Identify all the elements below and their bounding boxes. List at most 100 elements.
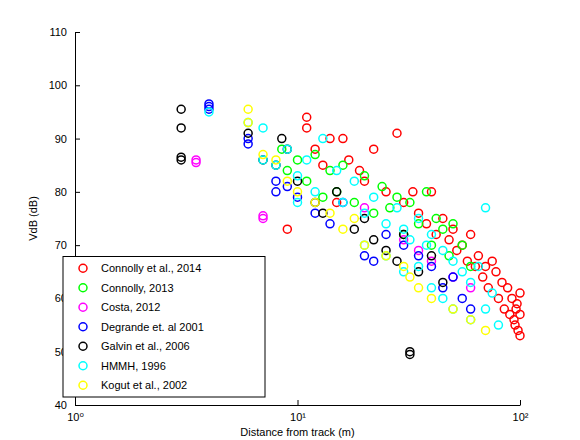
tick-label: 100 — [49, 79, 67, 91]
x-axis: 10⁰ 10¹ 10² — [67, 400, 529, 423]
tick-mark — [75, 245, 80, 246]
point — [514, 326, 522, 334]
point — [382, 252, 390, 260]
point — [311, 199, 319, 207]
point — [259, 151, 267, 159]
point — [458, 268, 466, 276]
point — [205, 108, 213, 116]
y-tick: 70 — [55, 239, 80, 251]
point — [303, 156, 311, 164]
point — [339, 135, 347, 143]
y-tick: 80 — [55, 186, 80, 198]
point — [482, 326, 490, 334]
tick-label: 10² — [513, 411, 529, 423]
point — [415, 262, 423, 270]
point — [360, 252, 368, 260]
point — [467, 316, 475, 324]
point — [445, 236, 453, 244]
point — [427, 252, 435, 260]
point — [326, 220, 334, 228]
legend-marker — [79, 323, 87, 331]
point — [516, 332, 524, 340]
point — [393, 193, 401, 201]
point — [415, 252, 423, 260]
point — [415, 215, 423, 223]
tick-mark — [298, 400, 299, 405]
legend-label: HMMH, 1996 — [101, 360, 166, 372]
point — [393, 204, 401, 212]
point — [449, 273, 457, 281]
point — [333, 188, 341, 196]
point — [378, 183, 386, 191]
point — [449, 257, 457, 265]
point — [382, 220, 390, 228]
point — [311, 209, 319, 217]
point — [510, 316, 518, 324]
point — [278, 135, 286, 143]
point — [423, 241, 431, 249]
legend-label: Kogut et al., 2002 — [101, 379, 187, 391]
point — [449, 305, 457, 313]
legend-marker — [79, 264, 87, 272]
point — [488, 257, 496, 265]
point — [350, 177, 358, 185]
point — [458, 241, 466, 249]
point — [370, 257, 378, 265]
legend-marker — [79, 342, 87, 350]
background — [0, 0, 580, 440]
point — [439, 294, 447, 302]
point — [283, 177, 291, 185]
point — [311, 188, 319, 196]
point — [177, 124, 185, 132]
point — [449, 273, 457, 281]
point — [427, 284, 435, 292]
legend-label: Degrande et. al 2001 — [101, 321, 204, 333]
point — [409, 188, 417, 196]
point — [400, 262, 408, 270]
point — [494, 321, 502, 329]
point — [303, 113, 311, 121]
point — [370, 145, 378, 153]
point — [350, 199, 358, 207]
point — [482, 204, 490, 212]
point — [427, 262, 435, 270]
point — [283, 225, 291, 233]
y-tick: 100 — [49, 79, 80, 91]
legend-label: Galvin et al., 2006 — [101, 340, 190, 352]
point — [492, 268, 500, 276]
legend-marker — [79, 303, 87, 311]
point — [294, 188, 302, 196]
x-tick: 10² — [513, 400, 529, 423]
point — [427, 230, 435, 238]
point — [259, 124, 267, 132]
series — [278, 145, 475, 270]
point — [439, 225, 447, 233]
point — [333, 188, 341, 196]
point — [177, 153, 185, 161]
tick-mark — [75, 85, 80, 86]
point — [482, 305, 490, 313]
tick-label: 10¹ — [290, 411, 306, 423]
point — [333, 167, 341, 175]
point — [423, 220, 431, 228]
tick-mark — [75, 139, 80, 140]
point — [370, 209, 378, 217]
point — [283, 145, 291, 153]
point — [467, 262, 475, 270]
point — [326, 209, 334, 217]
x-tick: 10¹ — [290, 400, 306, 423]
point — [400, 225, 408, 233]
x-axis-title: Distance from track (m) — [240, 426, 354, 438]
legend-marker — [79, 362, 87, 370]
legend-box — [63, 257, 265, 398]
point — [415, 284, 423, 292]
point — [244, 105, 252, 113]
tick-mark — [75, 405, 80, 406]
point — [259, 215, 267, 223]
y-tick: 110 — [49, 26, 80, 38]
tick-label: 10⁰ — [67, 411, 84, 423]
tick-label: 70 — [55, 239, 67, 251]
point — [339, 199, 347, 207]
point — [432, 215, 440, 223]
point — [458, 294, 466, 302]
